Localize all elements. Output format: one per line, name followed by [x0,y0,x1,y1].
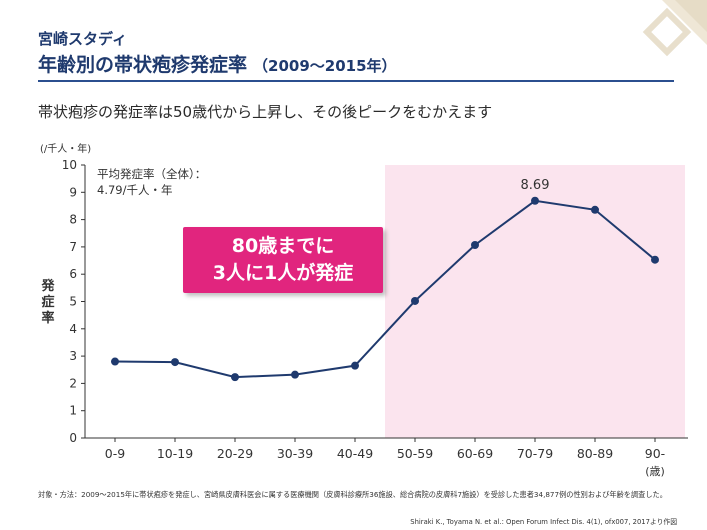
x-tick-label: 70-79 [517,446,553,461]
y-tick-label: 2 [69,376,77,390]
page-title: 年齢別の帯状疱疹発症率 （2009～2015年） [38,50,397,77]
highlight-band [385,165,685,438]
x-tick-label: 30-39 [277,446,313,461]
y-axis-label-char: 率 [41,310,54,326]
title-period: （2009～2015年） [253,57,397,75]
data-point [411,296,419,305]
data-point [171,358,179,367]
y-tick-label: 5 [69,295,77,309]
y-tick-label: 1 [69,404,77,418]
x-tick-label: 90- [645,446,665,461]
decorative-corner-graphic [642,0,707,57]
data-point [231,373,239,382]
x-tick-label: 60-69 [457,446,493,461]
series-line [114,199,656,379]
overall-rate-value: 4.79/千人・年 [97,183,172,197]
data-point [471,240,479,249]
data-point [531,196,539,205]
x-tick-label: 80-89 [577,446,613,461]
data-point [351,361,359,370]
data-point [591,205,599,214]
y-tick-label: 8 [69,213,77,227]
x-tick-label: 40-49 [337,446,373,461]
incidence-line-chart: 0 1 2 3 4 5 6 7 8 9 10 (/千人・年) 発症率 0-9 10-19 20-29 30-39… [40,142,688,478]
data-point [291,370,299,379]
y-axis-label-char: 発 [40,278,55,294]
y-tick-label: 9 [69,185,77,199]
subtitle: 帯状疱疹の発症率は50歳代から上昇し、その後ピークをむかえます [38,103,493,121]
title-divider [38,80,674,82]
y-tick-label: 4 [69,322,77,336]
x-tick-label: 0-9 [105,446,125,461]
title-text: 年齢別の帯状疱疹発症率 [38,54,248,76]
y-axis-label-char: 症 [41,294,54,310]
data-point [111,357,119,366]
method-footnote: 対象・方法：2009～2015年に帯状疱疹を発症し、宮崎県皮膚科医会に属する医療… [38,490,667,499]
callout-line2: 3人に1人が発症 [212,262,354,284]
y-tick-label: 3 [69,349,77,363]
y-tick-label: 6 [69,267,77,281]
x-tick-label: 10-19 [157,446,193,461]
x-tick-label: 20-29 [217,446,253,461]
x-tick-label: 50-59 [397,446,433,461]
data-label: 8.69 [521,178,550,193]
citation: Shiraki K., Toyama N. et al.: Open Forum… [410,518,677,526]
y-unit-label: (/千人・年) [40,142,91,155]
y-tick-label: 7 [69,240,77,254]
y-tick-label: 0 [69,431,77,445]
y-tick-label: 10 [62,158,77,172]
callout-box: 80歳までに 3人に1人が発症 [183,227,383,293]
x-unit-label: (歳) [645,465,665,478]
study-name: 宮崎スタディ [38,30,127,48]
overall-rate-label: 平均発症率（全体）： [97,167,206,181]
data-point [651,255,659,264]
callout-line1: 80歳までに [231,235,335,257]
